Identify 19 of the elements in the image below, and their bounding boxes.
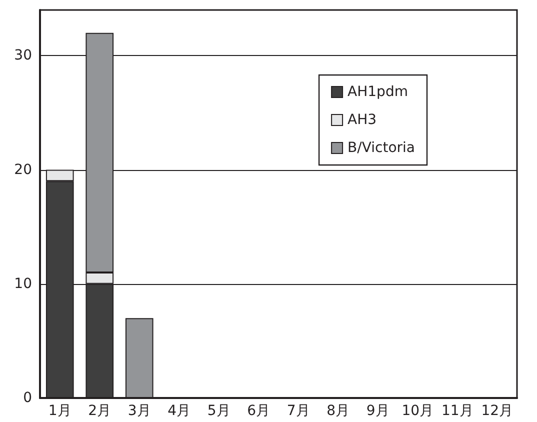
x-tick-label: 9月 xyxy=(366,403,390,419)
y-tick-label: 0 xyxy=(23,390,32,406)
y-tick-label: 30 xyxy=(14,48,32,64)
x-tick-label: 1月 xyxy=(48,403,72,419)
y-tick-label: 20 xyxy=(14,162,32,178)
x-tick-label: 5月 xyxy=(207,403,230,419)
x-tick-label: 10月 xyxy=(402,403,434,419)
x-tick-label: 4月 xyxy=(168,403,191,419)
x-tick-label: 7月 xyxy=(286,403,310,419)
legend-label: AH3 xyxy=(348,112,377,128)
legend-label: AH1pdm xyxy=(348,84,408,100)
x-tick-label: 8月 xyxy=(326,403,350,419)
x-tick-label: 12月 xyxy=(481,403,514,419)
x-tick-label: 6月 xyxy=(247,403,270,419)
x-tick-label: 11月 xyxy=(441,403,474,419)
legend-label: B/Victoria xyxy=(348,140,416,156)
x-tick-label: 2月 xyxy=(88,403,112,419)
x-tick-label: 3月 xyxy=(128,403,151,419)
y-tick-label: 10 xyxy=(14,276,32,292)
